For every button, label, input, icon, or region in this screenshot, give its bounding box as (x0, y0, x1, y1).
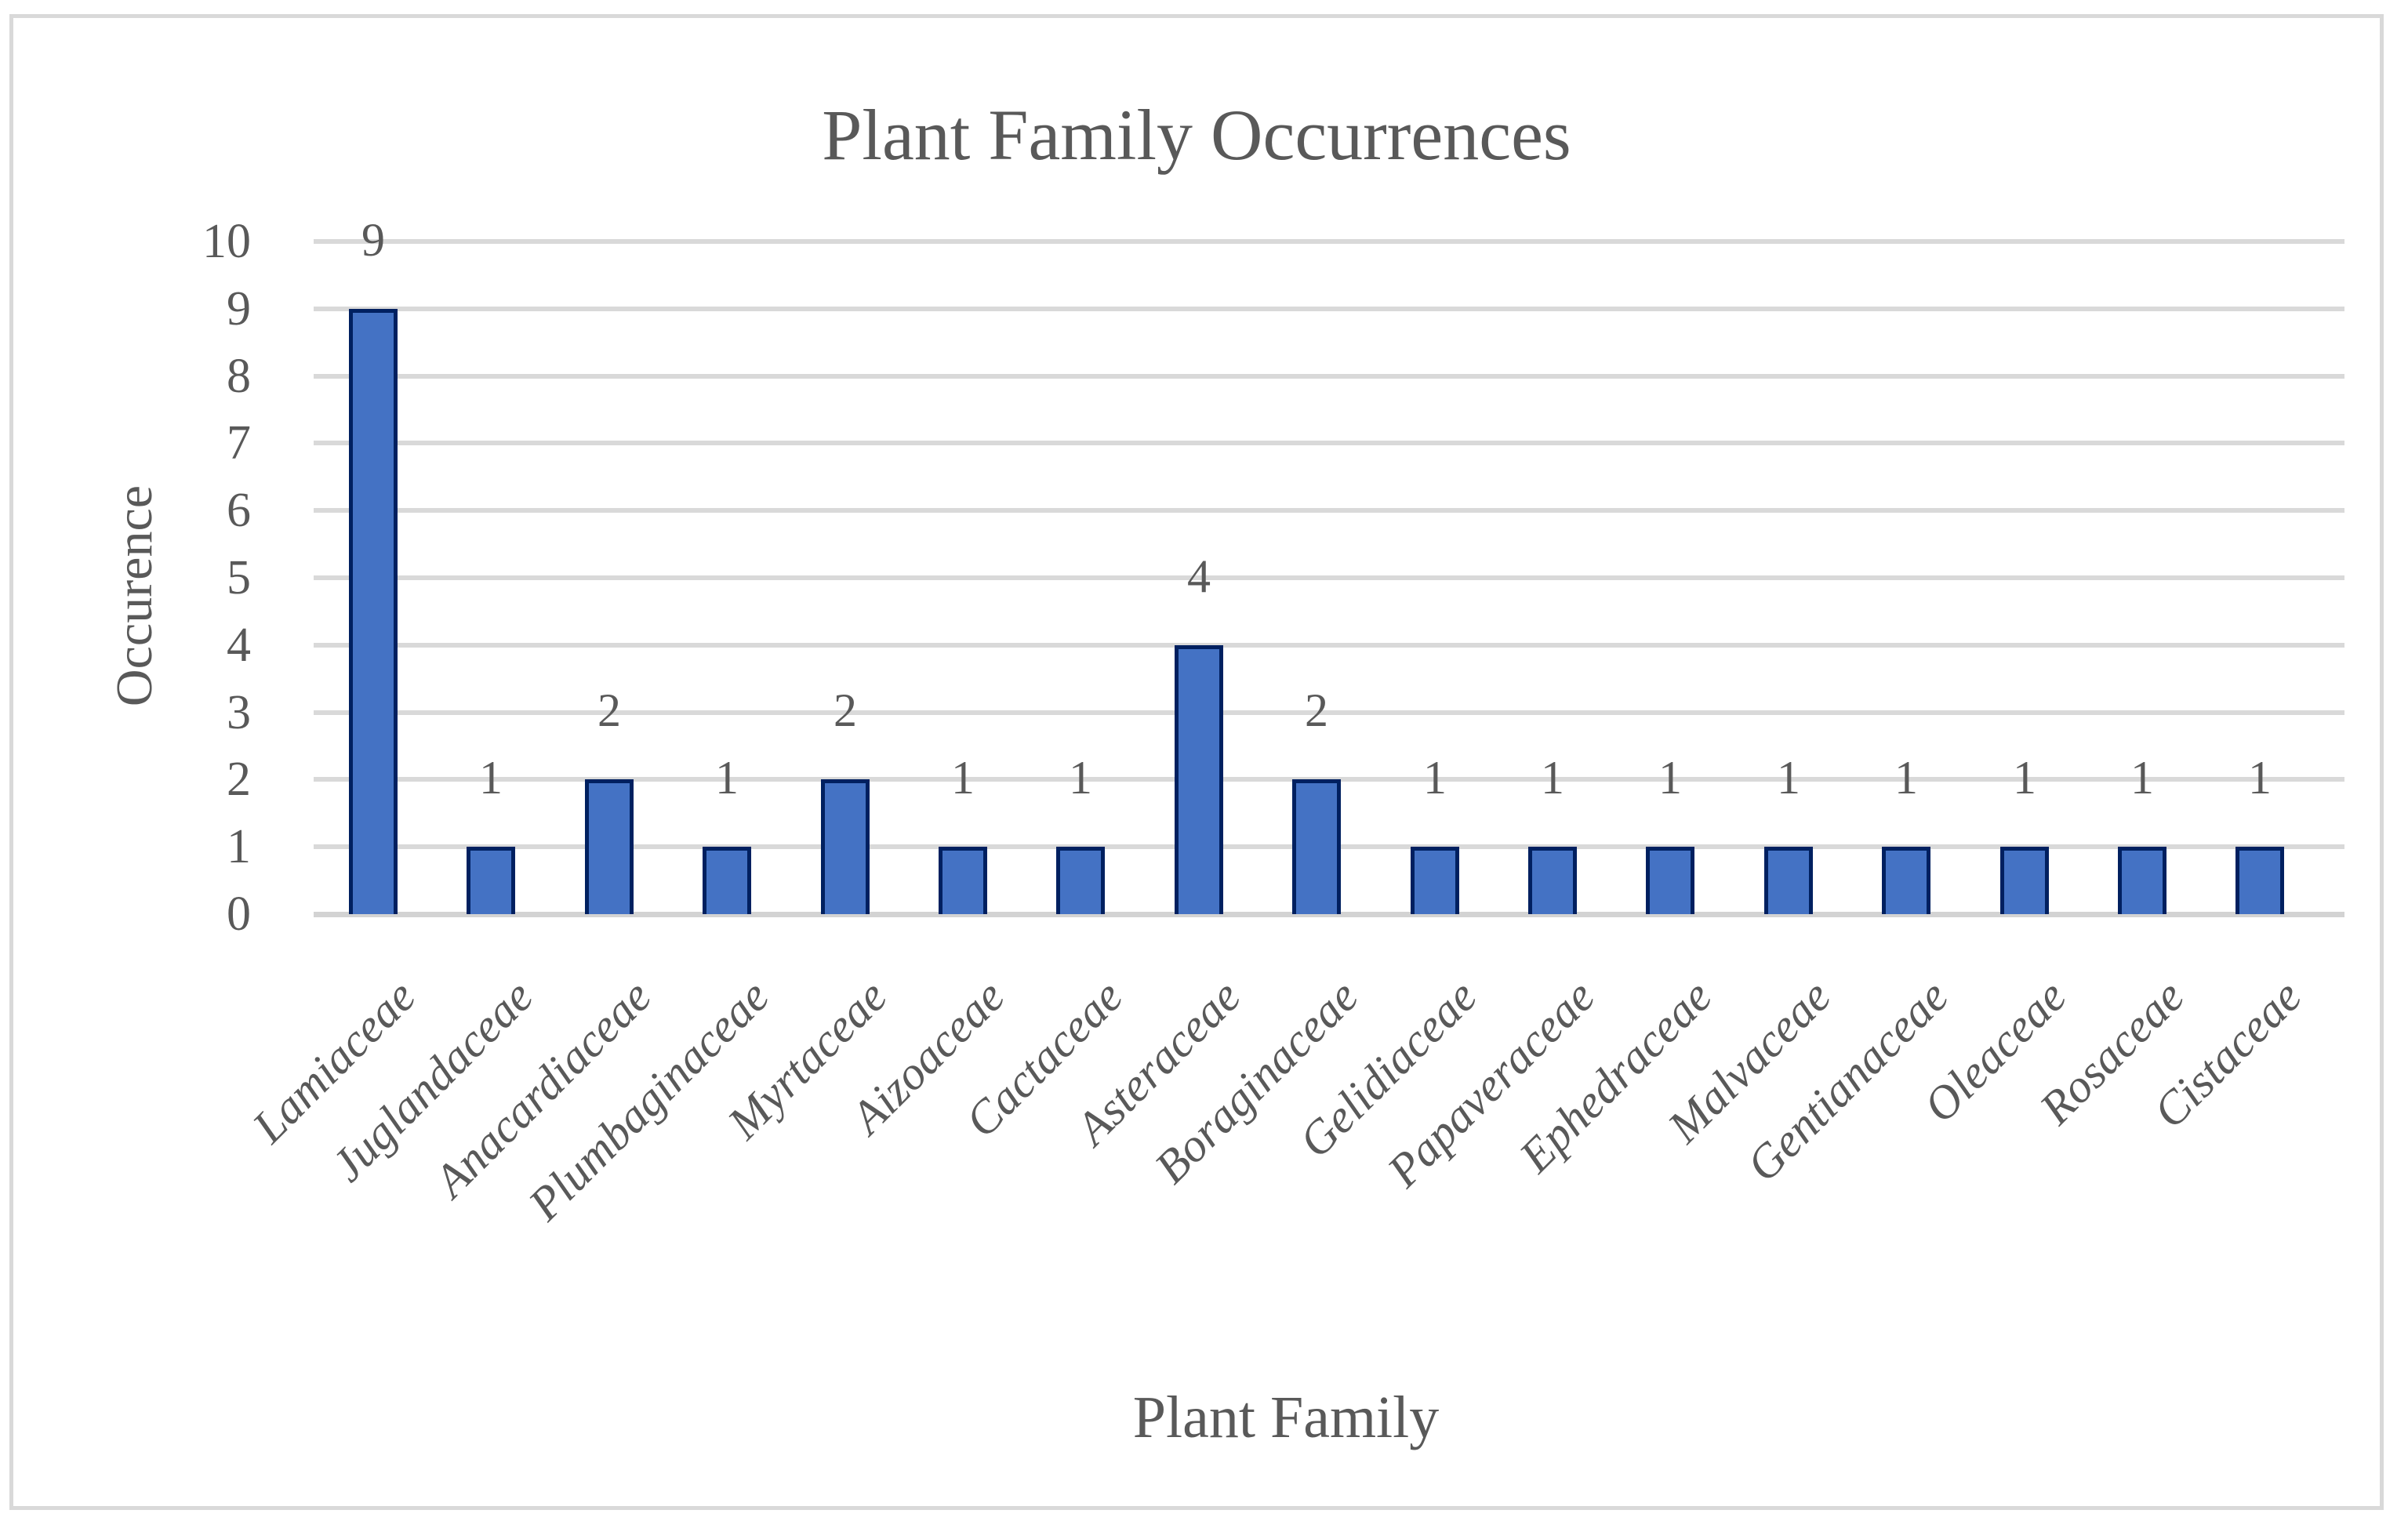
data-label: 1 (951, 752, 975, 804)
data-label: 9 (361, 214, 385, 266)
data-labels-layer: 9 1 2 1 2 1 1 4 2 1 1 1 1 1 1 1 1 (13, 18, 2380, 1506)
data-label: 2 (834, 684, 857, 736)
y-tick-label: 3 (227, 686, 251, 739)
plot-area (13, 18, 2380, 1506)
gridline (314, 575, 2344, 580)
bar (1882, 847, 1930, 914)
y-tick-label: 7 (227, 416, 251, 470)
bar (821, 779, 870, 914)
data-label: 1 (2248, 752, 2272, 804)
y-tick-label: 8 (227, 350, 251, 403)
bar (1056, 847, 1105, 914)
bar (2118, 847, 2166, 914)
gridline (314, 374, 2344, 379)
chart-title: Plant Family Occurrences (822, 95, 1571, 175)
bar (1528, 847, 1577, 914)
data-label: 1 (1541, 752, 1564, 804)
bar (1646, 847, 1694, 914)
data-label: 2 (1305, 684, 1328, 736)
bar (349, 309, 398, 914)
bar (1411, 847, 1459, 914)
gridline (314, 643, 2344, 648)
y-tick-label: 1 (227, 820, 251, 873)
y-tick-label: 0 (227, 887, 251, 941)
data-label: 1 (2130, 752, 2154, 804)
data-label: 1 (1069, 752, 1092, 804)
data-label: 1 (1423, 752, 1447, 804)
data-label: 2 (597, 684, 621, 736)
gridline (314, 912, 2344, 917)
y-tick-label: 6 (227, 484, 251, 537)
data-label: 1 (479, 752, 503, 804)
gridline (314, 441, 2344, 445)
bar (1764, 847, 1813, 914)
data-label: 1 (1777, 752, 1800, 804)
data-label: 1 (1658, 752, 1682, 804)
bar (703, 847, 751, 914)
bar (585, 779, 634, 914)
data-label: 1 (1894, 752, 1918, 804)
data-label: 4 (1187, 550, 1211, 602)
y-tick-label: 2 (227, 753, 251, 806)
bar (1292, 779, 1341, 914)
gridline (314, 508, 2344, 513)
y-tick-label: 9 (227, 282, 251, 336)
bar (939, 847, 987, 914)
category-label: Papaveraceae (1377, 970, 1604, 1197)
bar (467, 847, 515, 914)
gridline (314, 239, 2344, 244)
gridline (314, 710, 2344, 715)
data-label: 1 (715, 752, 739, 804)
bar (2235, 847, 2284, 914)
y-tick-label: 5 (227, 551, 251, 604)
x-axis-title: Plant Family (1132, 1385, 1440, 1450)
y-axis-tick-labels: 0 1 2 3 4 5 6 7 8 9 10 (13, 18, 2380, 1506)
bar (2000, 847, 2049, 914)
y-tick-label: 4 (227, 619, 251, 672)
category-labels-layer: Lamiaceae Juglandaceae Anacardiaceae Plumba… (13, 18, 2380, 1506)
data-label: 1 (2013, 752, 2036, 804)
bar (1175, 645, 1223, 914)
y-tick-label: 10 (202, 215, 251, 268)
gridline (314, 307, 2344, 311)
